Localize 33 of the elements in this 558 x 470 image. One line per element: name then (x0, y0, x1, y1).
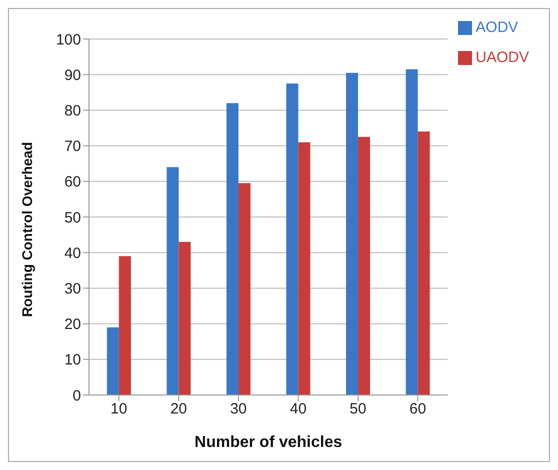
x-tick-label: 60 (409, 400, 426, 418)
y-axis-title: Routing Control Overhead (18, 142, 35, 317)
y-tick-label: 70 (64, 138, 81, 156)
bar (178, 242, 191, 395)
y-tick-label: 40 (64, 244, 81, 262)
x-tick-label: 10 (110, 400, 128, 418)
x-tick-label: 30 (230, 400, 247, 418)
bar (166, 167, 179, 395)
bar (118, 256, 131, 395)
x-tick-label: 20 (170, 400, 188, 418)
x-tick-label: 50 (350, 400, 366, 418)
bar (226, 103, 238, 395)
legend-label: UAODV (476, 49, 529, 66)
y-tick-label: 10 (64, 352, 81, 369)
bar (286, 84, 298, 395)
y-tick-label: 100 (56, 31, 81, 48)
legend-label: AODV (476, 19, 518, 36)
x-axis-title: Number of vehicles (194, 434, 342, 451)
y-tick-label: 20 (64, 316, 81, 334)
bar (346, 72, 358, 395)
y-tick-label: 90 (64, 66, 81, 84)
y-tick-label: 0 (72, 387, 81, 404)
bar (418, 132, 430, 395)
x-tick-label: 40 (290, 400, 307, 418)
bar (298, 142, 310, 395)
bar (106, 327, 119, 395)
y-tick-label: 30 (64, 280, 81, 298)
y-tick-label: 60 (64, 174, 81, 191)
bar (238, 183, 250, 395)
y-tick-label: 50 (64, 209, 81, 226)
bar (358, 136, 370, 395)
bar (406, 69, 418, 395)
y-tick-label: 80 (64, 102, 81, 120)
